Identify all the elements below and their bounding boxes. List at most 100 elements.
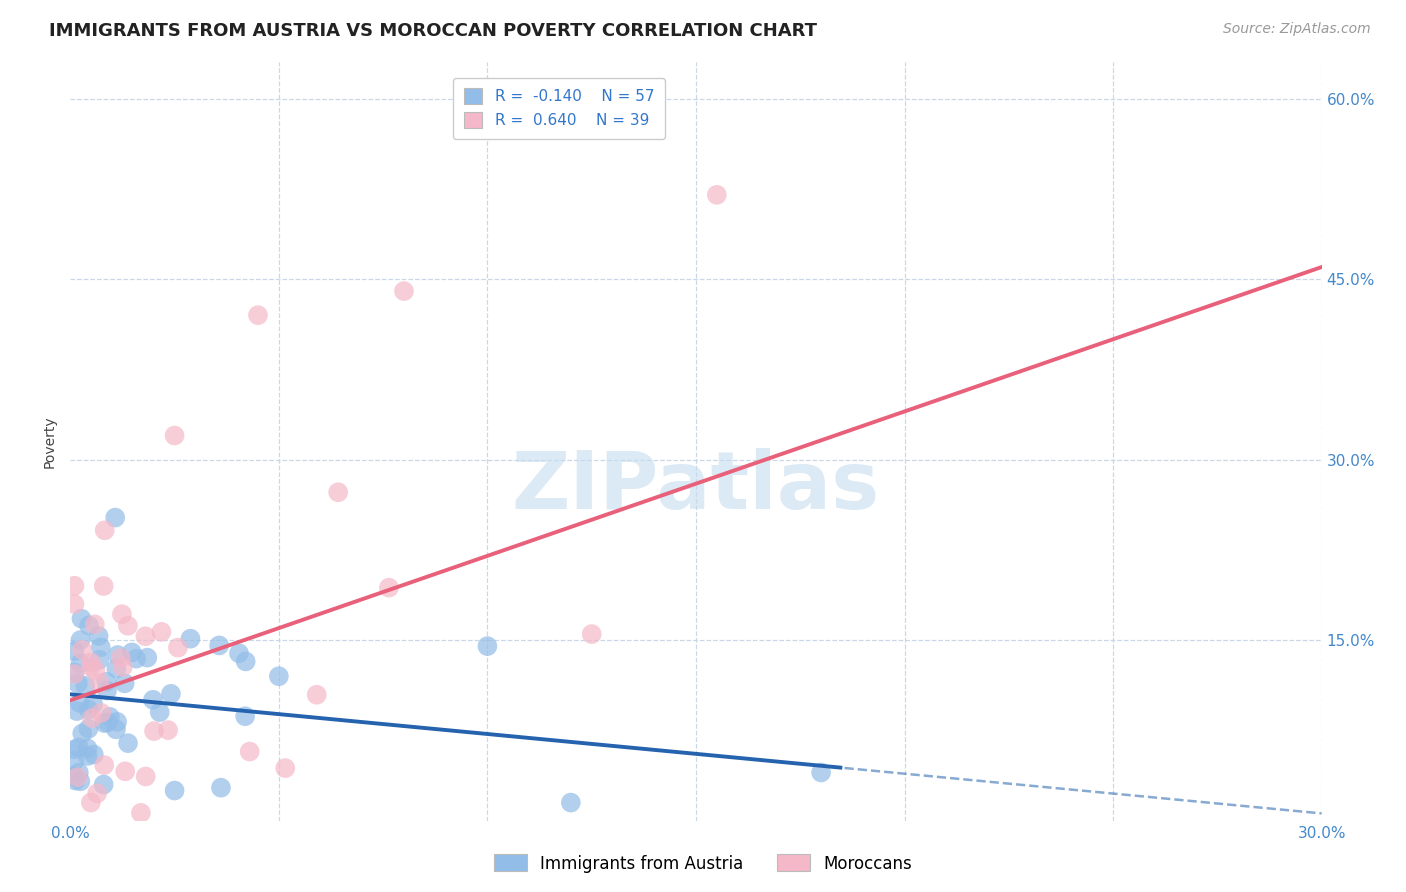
Point xyxy=(477,639,499,653)
Point xyxy=(163,783,186,797)
Point xyxy=(149,705,172,719)
Point xyxy=(65,773,87,788)
Point xyxy=(90,640,112,655)
Point xyxy=(392,284,415,298)
Point xyxy=(121,645,143,659)
Point xyxy=(87,629,110,643)
Point xyxy=(70,642,93,657)
Point xyxy=(89,653,111,667)
Point xyxy=(69,774,91,789)
Point xyxy=(96,715,118,730)
Point xyxy=(111,660,134,674)
Point xyxy=(80,711,103,725)
Point xyxy=(114,676,136,690)
Point xyxy=(69,696,91,710)
Text: ZIPatlas: ZIPatlas xyxy=(512,448,880,526)
Point xyxy=(581,627,603,641)
Y-axis label: Poverty: Poverty xyxy=(44,416,58,467)
Point xyxy=(117,619,139,633)
Point xyxy=(80,796,103,810)
Point xyxy=(378,581,401,595)
Point xyxy=(105,714,128,729)
Point xyxy=(63,665,86,680)
Point xyxy=(105,662,128,676)
Point xyxy=(125,651,148,665)
Point xyxy=(96,674,118,689)
Point xyxy=(84,664,107,678)
Point xyxy=(160,687,183,701)
Point xyxy=(75,679,97,693)
Point xyxy=(208,639,231,653)
Point xyxy=(63,742,86,756)
Point xyxy=(328,485,350,500)
Point xyxy=(104,510,127,524)
Point xyxy=(235,655,257,669)
Point xyxy=(63,667,86,681)
Point xyxy=(167,640,190,655)
Point xyxy=(83,617,105,632)
Point xyxy=(98,710,121,724)
Point xyxy=(810,765,832,780)
Point xyxy=(114,764,136,779)
Point xyxy=(247,308,270,322)
Point xyxy=(83,747,105,762)
Point xyxy=(77,702,100,716)
Point xyxy=(267,669,290,683)
Point xyxy=(89,676,111,690)
Point xyxy=(209,780,232,795)
Point xyxy=(77,722,100,736)
Point xyxy=(93,579,115,593)
Point xyxy=(228,646,250,660)
Point xyxy=(67,765,90,780)
Point xyxy=(274,761,297,775)
Point xyxy=(117,736,139,750)
Point xyxy=(93,524,115,538)
Point xyxy=(107,648,129,662)
Point xyxy=(157,723,180,738)
Text: Source: ZipAtlas.com: Source: ZipAtlas.com xyxy=(1223,22,1371,37)
Point xyxy=(90,706,112,720)
Point xyxy=(134,629,156,643)
Point xyxy=(93,778,115,792)
Point xyxy=(143,724,166,739)
Point xyxy=(163,428,186,442)
Point xyxy=(79,659,101,673)
Point xyxy=(239,745,262,759)
Point xyxy=(110,651,132,665)
Point xyxy=(96,683,118,698)
Point xyxy=(105,723,128,737)
Legend: Immigrants from Austria, Moroccans: Immigrants from Austria, Moroccans xyxy=(486,847,920,880)
Point xyxy=(142,693,165,707)
Point xyxy=(63,579,86,593)
Point xyxy=(66,770,89,784)
Point xyxy=(129,805,152,820)
Point xyxy=(233,709,256,723)
Point xyxy=(63,769,86,783)
Legend: R =  -0.140    N = 57, R =  0.640    N = 39: R = -0.140 N = 57, R = 0.640 N = 39 xyxy=(453,78,665,138)
Point xyxy=(67,740,90,755)
Point xyxy=(66,704,89,718)
Point xyxy=(135,770,157,784)
Point xyxy=(70,612,93,626)
Point xyxy=(150,624,173,639)
Point xyxy=(69,633,91,648)
Point xyxy=(63,597,86,611)
Point xyxy=(111,607,134,622)
Point xyxy=(136,650,159,665)
Point xyxy=(63,754,86,768)
Point xyxy=(86,786,108,800)
Point xyxy=(80,655,103,669)
Point xyxy=(93,716,115,731)
Point xyxy=(179,632,201,646)
Point xyxy=(66,676,89,690)
Point xyxy=(560,796,582,810)
Point xyxy=(70,726,93,740)
Point xyxy=(93,758,115,772)
Point xyxy=(305,688,328,702)
Point xyxy=(82,697,104,711)
Point xyxy=(77,618,100,632)
Point xyxy=(76,741,98,756)
Point xyxy=(69,656,91,670)
Text: IMMIGRANTS FROM AUSTRIA VS MOROCCAN POVERTY CORRELATION CHART: IMMIGRANTS FROM AUSTRIA VS MOROCCAN POVE… xyxy=(49,22,817,40)
Point xyxy=(76,748,98,763)
